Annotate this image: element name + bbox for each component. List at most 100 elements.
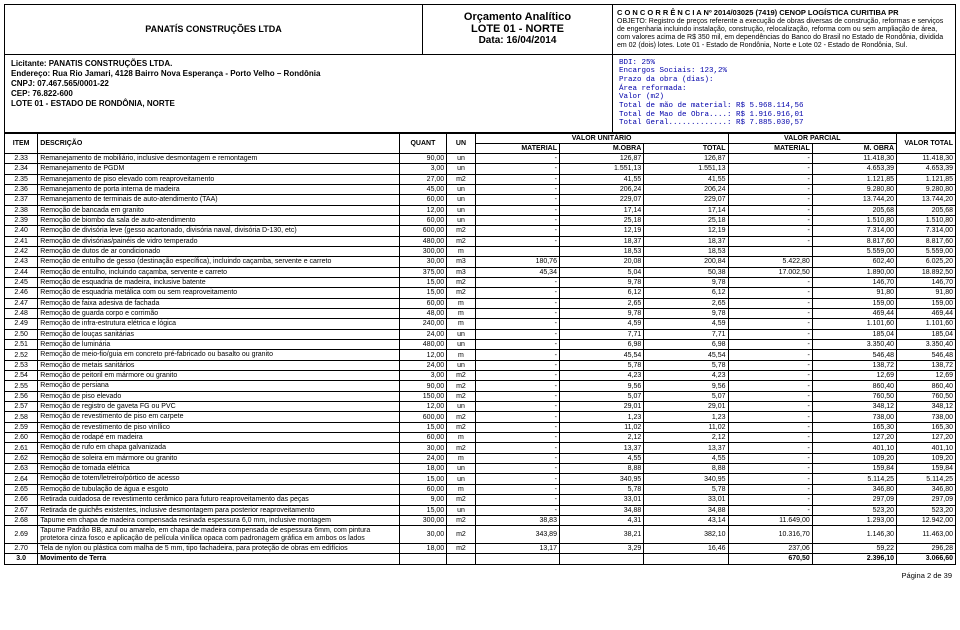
- cell-desc: Remoção de totem/letreiro/pórtico de ace…: [38, 474, 399, 484]
- cell-po: 2.396,10: [812, 554, 896, 564]
- cell-tot: 7.314,00: [897, 226, 956, 236]
- cell-vt: 9,78: [644, 277, 728, 287]
- objeto-text: OBJETO: Registro de preços referente a e…: [617, 18, 951, 50]
- cell-item: 2.61: [5, 443, 38, 453]
- table-row: 2.52Remoção de meio-fio/guia em concreto…: [5, 350, 956, 360]
- cell-item: 2.37: [5, 195, 38, 205]
- cell-pm: -: [728, 184, 812, 194]
- cell-pm: -: [728, 371, 812, 381]
- header-objeto: C O N C O R R Ê N C I A Nº 2014/03025 (7…: [613, 5, 955, 54]
- title-2: LOTE 01 - NORTE: [425, 23, 610, 35]
- cell-item: 2.34: [5, 164, 38, 174]
- cell-po: 59,22: [812, 543, 896, 553]
- licitante-l3: CNPJ: 07.467.565/0001-22: [11, 79, 606, 89]
- cell-pm: -: [728, 453, 812, 463]
- cell-vo: 11,02: [559, 422, 643, 432]
- cell-vm: -: [475, 205, 559, 215]
- cell-po: 13.744,20: [812, 195, 896, 205]
- cell-vo: 4,31: [559, 515, 643, 525]
- cell-quant: 600,00: [399, 412, 447, 422]
- table-row: 2.36Remanejamento de porta interna de ma…: [5, 184, 956, 194]
- cell-item: 2.49: [5, 319, 38, 329]
- th-valor-unit: VALOR UNITÁRIO: [475, 133, 728, 143]
- cell-desc: Remoção de biombo da sala de auto-atendi…: [38, 215, 399, 225]
- cell-po: 4.653,39: [812, 164, 896, 174]
- cell-quant: 3,00: [399, 371, 447, 381]
- cell-vm: -: [475, 319, 559, 329]
- cell-vo: 4,55: [559, 453, 643, 463]
- cell-un: un: [447, 340, 476, 350]
- cell-desc: Retirada de guichês existentes, inclusiv…: [38, 505, 399, 515]
- cell-tot: 12.942,00: [897, 515, 956, 525]
- cell-vt: 13,37: [644, 443, 728, 453]
- cell-quant: 300,00: [399, 246, 447, 256]
- cell-po: 860,40: [812, 381, 896, 391]
- cell-vo: 206,24: [559, 184, 643, 194]
- cell-item: 2.67: [5, 505, 38, 515]
- cell-vm: -: [475, 215, 559, 225]
- cell-item: 2.45: [5, 277, 38, 287]
- cell-un: un: [447, 195, 476, 205]
- cell-vm: -: [475, 412, 559, 422]
- cell-tot: 760,50: [897, 391, 956, 401]
- cell-vo: 38,21: [559, 526, 643, 544]
- table-row: 2.57Remoção de registro de gaveta FG ou …: [5, 402, 956, 412]
- cell-quant: 480,00: [399, 340, 447, 350]
- cell-pm: -: [728, 381, 812, 391]
- table-row: 2.54Remoção de peitoril em mármore ou gr…: [5, 371, 956, 381]
- cell-vm: -: [475, 308, 559, 318]
- cell-desc: Tapume Padrão BB, azul ou amarelo, em ch…: [38, 526, 399, 544]
- cell-tot: 348,12: [897, 402, 956, 412]
- cell-un: un: [447, 402, 476, 412]
- table-body: 2.33Remanejamento de mobiliário, inclusi…: [5, 153, 956, 564]
- cell-quant: 240,00: [399, 319, 447, 329]
- cell-quant: 15,00: [399, 277, 447, 287]
- cell-desc: Remoção de louças sanitárias: [38, 329, 399, 339]
- cell-po: 11.418,30: [812, 153, 896, 163]
- cell-quant: 15,00: [399, 288, 447, 298]
- cell-un: m2: [447, 371, 476, 381]
- cell-quant: 24,00: [399, 453, 447, 463]
- cell-desc: Remoção de metais sanitários: [38, 360, 399, 370]
- cell-vt: 12,19: [644, 226, 728, 236]
- cell-pm: -: [728, 288, 812, 298]
- table-row: 2.61Remoção de rufo em chapa galvanizada…: [5, 443, 956, 453]
- cell-vm: -: [475, 195, 559, 205]
- cell-vo: 2,65: [559, 298, 643, 308]
- cell-quant: 30,00: [399, 526, 447, 544]
- cell-quant: 15,00: [399, 422, 447, 432]
- cell-pm: -: [728, 422, 812, 432]
- cell-desc: Remanejamento de porta interna de madeir…: [38, 184, 399, 194]
- th-material2: MATERIAL: [728, 143, 812, 153]
- cell-vo: 340,95: [559, 474, 643, 484]
- cell-vt: 18,37: [644, 236, 728, 246]
- table-row: 2.49Remoção de infra-estrutura elétrica …: [5, 319, 956, 329]
- cell-vt: 18,53: [644, 246, 728, 256]
- cell-vt: 229,07: [644, 195, 728, 205]
- cell-po: 165,30: [812, 422, 896, 432]
- cell-pm: -: [728, 195, 812, 205]
- cell-pm: -: [728, 340, 812, 350]
- cell-tot: 11.418,30: [897, 153, 956, 163]
- cell-item: 2.41: [5, 236, 38, 246]
- cell-tot: 5.559,00: [897, 246, 956, 256]
- cell-tot: 18.892,50: [897, 267, 956, 277]
- cell-vm: 180,76: [475, 257, 559, 267]
- cell-tot: 1.510,80: [897, 215, 956, 225]
- cell-item: 3.0: [5, 554, 38, 564]
- cell-item: 2.35: [5, 174, 38, 184]
- cell-vo: 12,19: [559, 226, 643, 236]
- company-name: PANATÍS CONSTRUÇÕES LTDA: [145, 24, 282, 34]
- cell-vm: -: [475, 184, 559, 194]
- cell-desc: Remoção de divisória leve (gesso acarton…: [38, 226, 399, 236]
- cell-un: m: [447, 350, 476, 360]
- cell-vm: -: [475, 329, 559, 339]
- cell-po: 1.293,00: [812, 515, 896, 525]
- table-row: 2.67Retirada de guichês existentes, incl…: [5, 505, 956, 515]
- cell-desc: Remoção de tomada elétrica: [38, 464, 399, 474]
- cell-un: m3: [447, 257, 476, 267]
- cell-po: 760,50: [812, 391, 896, 401]
- cell-item: 2.54: [5, 371, 38, 381]
- cell-un: m2: [447, 381, 476, 391]
- cell-un: m: [447, 308, 476, 318]
